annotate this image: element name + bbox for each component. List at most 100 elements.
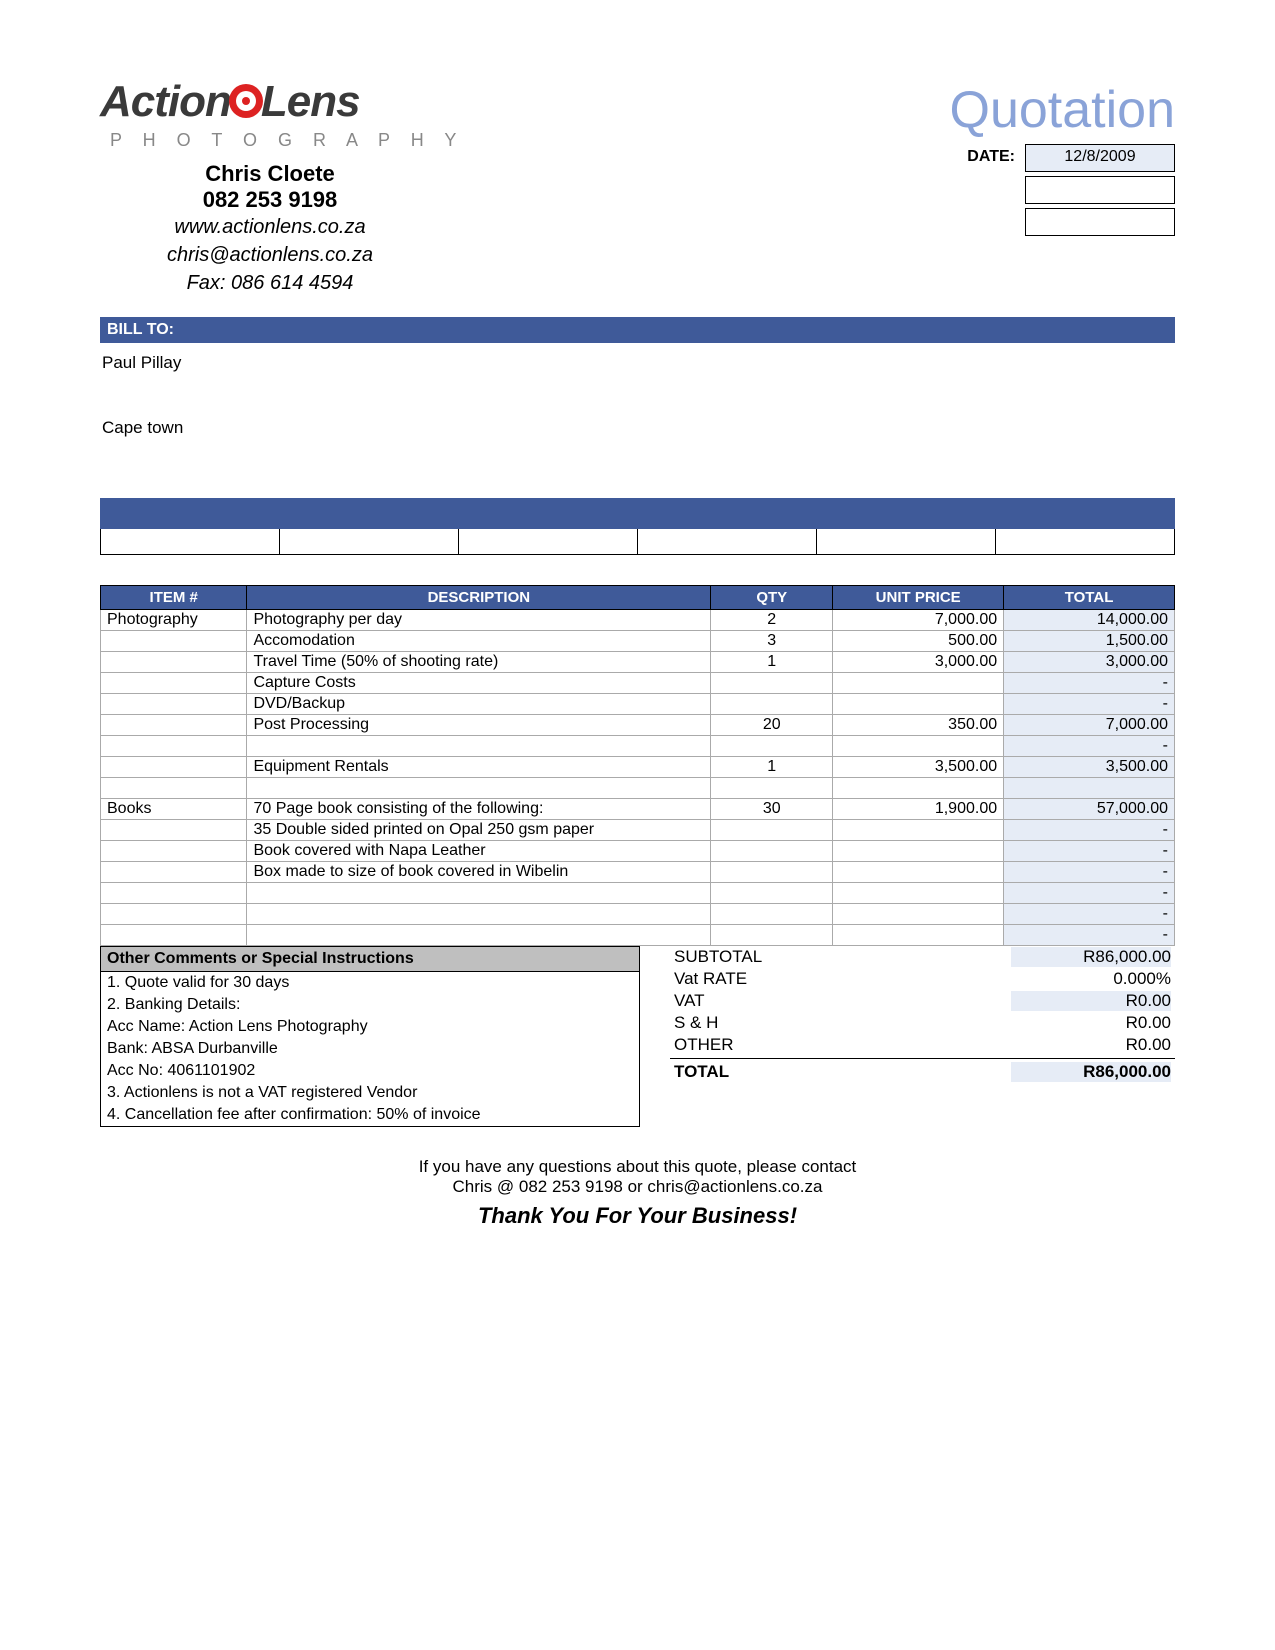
- lens-icon: [229, 84, 263, 118]
- comment-line: 3. Actionlens is not a VAT registered Ve…: [101, 1082, 639, 1104]
- cell-qty: 20: [711, 714, 833, 735]
- cell-total: 3,500.00: [1004, 756, 1175, 777]
- cell-desc: DVD/Backup: [247, 693, 711, 714]
- cell-desc: Travel Time (50% of shooting rate): [247, 651, 711, 672]
- table-row: Equipment Rentals13,500.003,500.00: [101, 756, 1175, 777]
- cell-item: [101, 756, 247, 777]
- cell-qty: [711, 672, 833, 693]
- cell-unit: [833, 903, 1004, 924]
- cell-unit: [833, 672, 1004, 693]
- cell-total: -: [1004, 924, 1175, 945]
- comment-line: 4. Cancellation fee after confirmation: …: [101, 1104, 639, 1126]
- sh-value: R0.00: [1011, 1013, 1171, 1033]
- cell-qty: [711, 840, 833, 861]
- bill-name: Paul Pillay: [102, 347, 1173, 379]
- other-value: R0.00: [1011, 1035, 1171, 1055]
- cell-item: [101, 735, 247, 756]
- date-label: DATE:: [915, 144, 1025, 172]
- spacer-table: [100, 498, 1175, 555]
- logo-word-2: Lens: [261, 77, 360, 126]
- header: ActionLens P H O T O G R A P H Y Chris C…: [100, 80, 1175, 297]
- comment-line: 2. Banking Details:: [101, 994, 639, 1016]
- cell-qty: [711, 693, 833, 714]
- cell-unit: 350.00: [833, 714, 1004, 735]
- cell-total: -: [1004, 672, 1175, 693]
- other-label: OTHER: [674, 1035, 834, 1055]
- footer: If you have any questions about this quo…: [100, 1157, 1175, 1229]
- table-row: Book covered with Napa Leather-: [101, 840, 1175, 861]
- cell-item: [101, 903, 247, 924]
- cell-total: 57,000.00: [1004, 798, 1175, 819]
- cell-item: [101, 777, 247, 798]
- cell-total: -: [1004, 882, 1175, 903]
- table-row: 35 Double sided printed on Opal 250 gsm …: [101, 819, 1175, 840]
- cell-qty: [711, 882, 833, 903]
- col-total: TOTAL: [1004, 585, 1175, 609]
- cell-unit: [833, 819, 1004, 840]
- cell-unit: [833, 861, 1004, 882]
- cell-unit: [833, 693, 1004, 714]
- contact-web: www.actionlens.co.za: [120, 213, 420, 241]
- contact-phone: 082 253 9198: [120, 187, 420, 213]
- contact-name: Chris Cloete: [120, 161, 420, 187]
- cell-item: [101, 924, 247, 945]
- col-desc: DESCRIPTION: [247, 585, 711, 609]
- cell-qty: [711, 819, 833, 840]
- table-row: Post Processing20350.007,000.00: [101, 714, 1175, 735]
- subtotal-label: SUBTOTAL: [674, 947, 834, 967]
- cell-item: [101, 819, 247, 840]
- quote-block: Quotation DATE: 12/8/2009: [915, 80, 1175, 236]
- doc-title: Quotation: [915, 80, 1175, 140]
- cell-desc: 35 Double sided printed on Opal 250 gsm …: [247, 819, 711, 840]
- cell-qty: 3: [711, 630, 833, 651]
- cell-total: [1004, 777, 1175, 798]
- cell-unit: [833, 840, 1004, 861]
- contact-block: Chris Cloete 082 253 9198 www.actionlens…: [120, 161, 420, 297]
- vatrate-value: 0.000%: [1011, 969, 1171, 989]
- cell-qty: [711, 861, 833, 882]
- cell-total: -: [1004, 819, 1175, 840]
- cell-unit: [833, 735, 1004, 756]
- subtotal-value: R86,000.00: [1011, 947, 1171, 967]
- cell-unit: 3,500.00: [833, 756, 1004, 777]
- logo-block: ActionLens P H O T O G R A P H Y Chris C…: [100, 80, 500, 297]
- cell-desc: Post Processing: [247, 714, 711, 735]
- cell-qty: 30: [711, 798, 833, 819]
- table-row: -: [101, 882, 1175, 903]
- cell-desc: 70 Page book consisting of the following…: [247, 798, 711, 819]
- cell-desc: Photography per day: [247, 609, 711, 630]
- cell-qty: [711, 735, 833, 756]
- cell-item: Books: [101, 798, 247, 819]
- cell-qty: [711, 924, 833, 945]
- cell-total: -: [1004, 861, 1175, 882]
- comment-line: Bank: ABSA Durbanville: [101, 1038, 639, 1060]
- contact-email: chris@actionlens.co.za: [120, 241, 420, 269]
- table-row: DVD/Backup -: [101, 693, 1175, 714]
- cell-unit: 7,000.00: [833, 609, 1004, 630]
- contact-fax: Fax: 086 614 4594: [120, 269, 420, 297]
- cell-total: -: [1004, 693, 1175, 714]
- items-table: ITEM # DESCRIPTION QTY UNIT PRICE TOTAL …: [100, 585, 1175, 946]
- cell-desc: Accomodation: [247, 630, 711, 651]
- cell-qty: 1: [711, 651, 833, 672]
- totals-block: SUBTOTALR86,000.00 Vat RATE0.000% VATR0.…: [670, 946, 1175, 1083]
- table-row: -: [101, 924, 1175, 945]
- cell-total: 14,000.00: [1004, 609, 1175, 630]
- footer-line-2: Chris @ 082 253 9198 or chris@actionlens…: [100, 1177, 1175, 1197]
- cell-unit: 1,900.00: [833, 798, 1004, 819]
- cell-desc: [247, 924, 711, 945]
- cell-desc: [247, 777, 711, 798]
- table-row: -: [101, 903, 1175, 924]
- cell-unit: 3,000.00: [833, 651, 1004, 672]
- cell-item: [101, 840, 247, 861]
- table-row: Accomodation3500.001,500.00: [101, 630, 1175, 651]
- cell-qty: 1: [711, 756, 833, 777]
- date-value: 12/8/2009: [1025, 144, 1175, 172]
- vat-value: R0.00: [1011, 991, 1171, 1011]
- cell-unit: [833, 882, 1004, 903]
- col-item: ITEM #: [101, 585, 247, 609]
- cell-desc: Equipment Rentals: [247, 756, 711, 777]
- cell-desc: [247, 882, 711, 903]
- cell-total: -: [1004, 840, 1175, 861]
- cell-item: [101, 672, 247, 693]
